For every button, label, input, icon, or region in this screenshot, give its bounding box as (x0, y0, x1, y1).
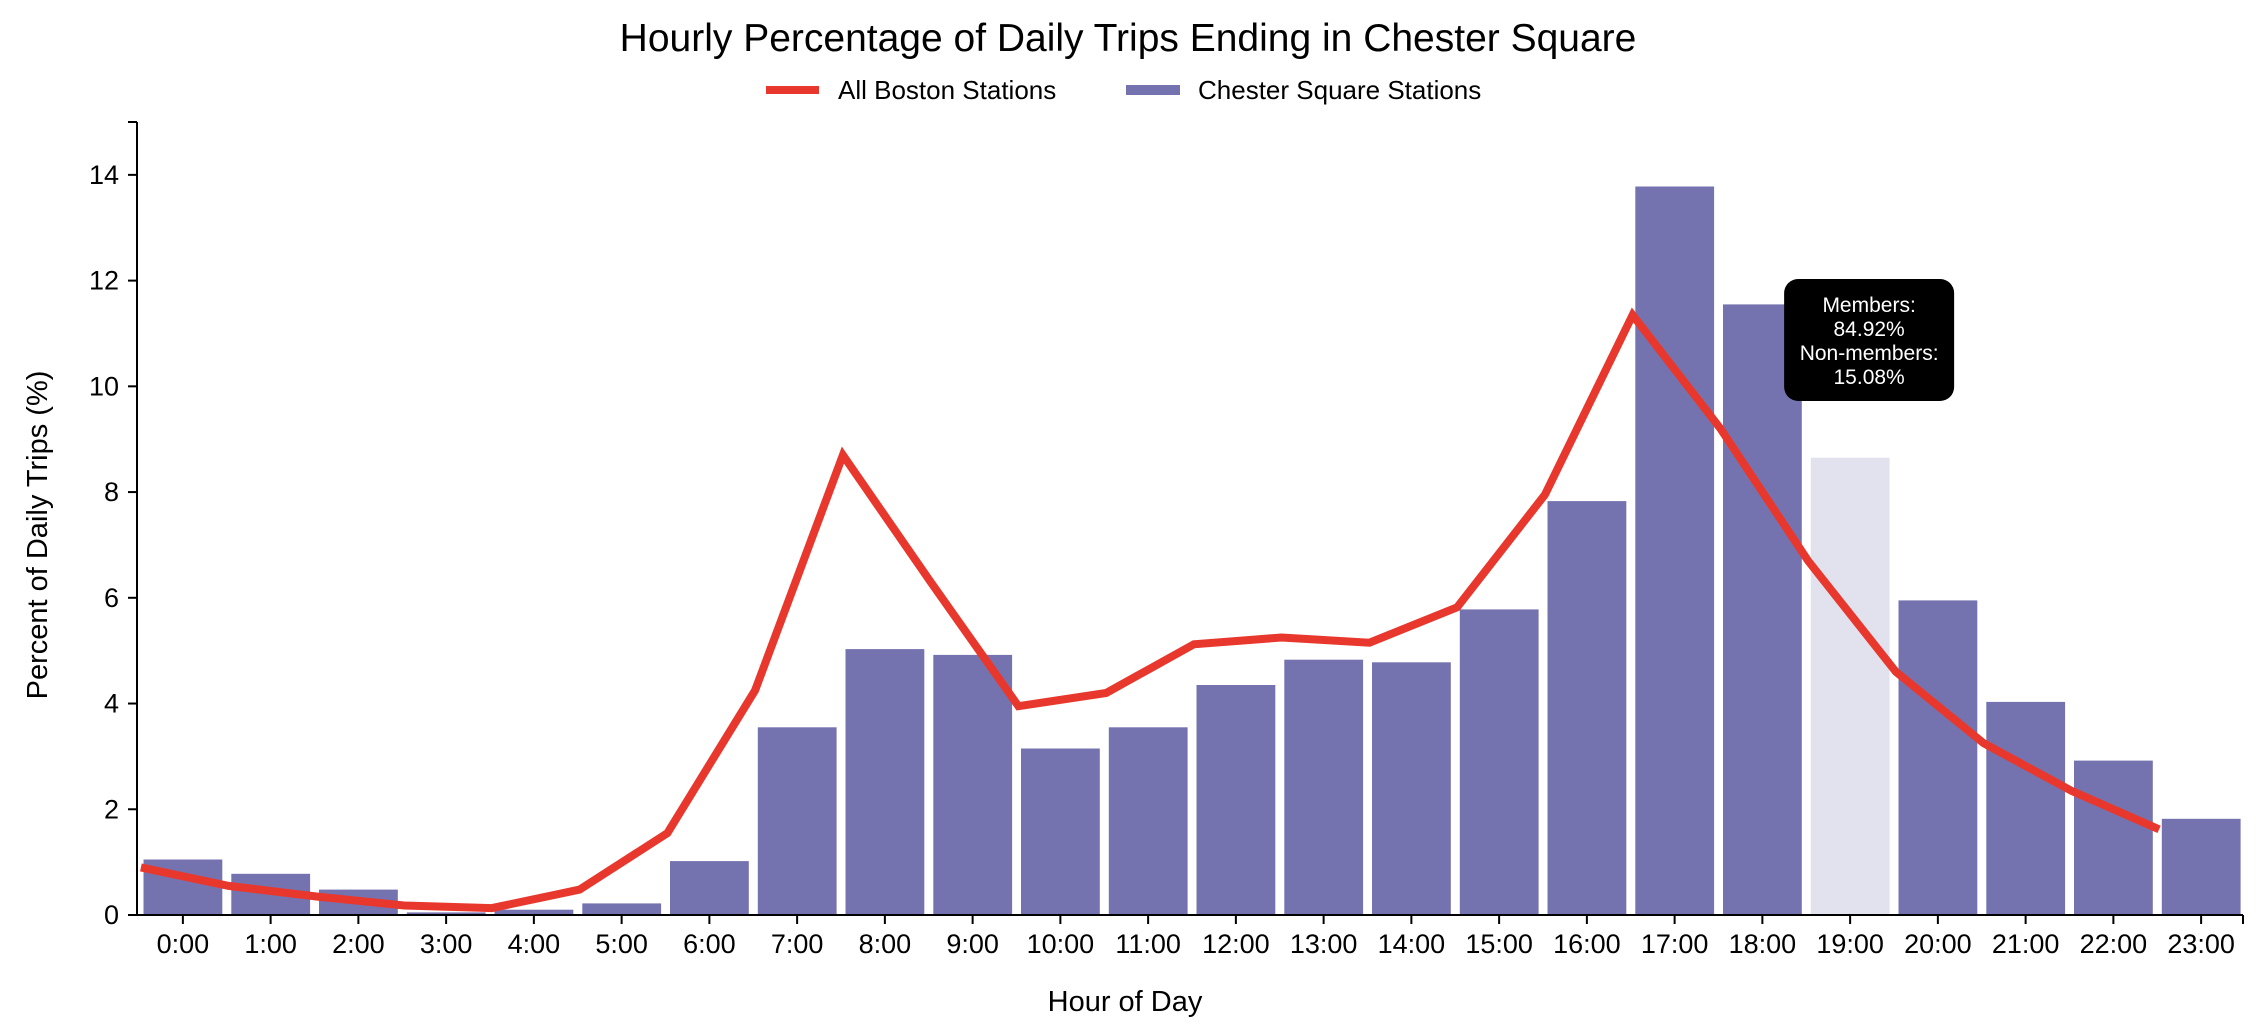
bar-5:00 (582, 903, 662, 915)
x-tick-label-0:00: 0:00 (157, 929, 210, 959)
x-tick-label-1:00: 1:00 (244, 929, 297, 959)
x-tick-label-23:00: 23:00 (2167, 929, 2235, 959)
x-tick-label-21:00: 21:00 (1992, 929, 2060, 959)
legend-label-line: All Boston Stations (838, 75, 1056, 105)
y-tick-label-4: 4 (104, 689, 119, 719)
tooltip-box (1784, 279, 1955, 401)
y-tick-label-8: 8 (104, 477, 119, 507)
x-tick-label-7:00: 7:00 (771, 929, 824, 959)
y-tick-label-10: 10 (89, 371, 119, 401)
x-tick-label-15:00: 15:00 (1465, 929, 1533, 959)
bar-14:00 (1372, 662, 1451, 915)
legend: All Boston Stations Chester Square Stati… (766, 75, 1481, 105)
bar-16:00 (1547, 501, 1627, 915)
bar-7:00 (757, 727, 837, 915)
bar-23:00 (2161, 818, 2241, 915)
x-tick-label-18:00: 18:00 (1729, 929, 1797, 959)
x-tick-label-3:00: 3:00 (420, 929, 473, 959)
y-axis-title: Percent of Daily Trips (%) (22, 371, 54, 700)
bar-20:00 (1898, 600, 1978, 915)
bar-22:00 (2074, 760, 2153, 915)
bar-18:00 (1723, 304, 1802, 915)
bar-19:00 (1810, 457, 1890, 915)
x-tick-label-12:00: 12:00 (1202, 929, 1270, 959)
chart-title: Hourly Percentage of Daily Trips Ending … (620, 17, 1637, 60)
bar-11:00 (1108, 727, 1188, 915)
bar-8:00 (845, 649, 925, 915)
x-tick-label-9:00: 9:00 (946, 929, 999, 959)
y-tick-label-14: 14 (89, 160, 119, 190)
y-tick-label-6: 6 (104, 583, 119, 613)
x-tick-label-10:00: 10:00 (1027, 929, 1095, 959)
bar-17:00 (1635, 186, 1715, 915)
y-tick-label-12: 12 (89, 266, 119, 296)
tooltip-line-1: Members: (1822, 294, 1915, 317)
legend-swatch-bar (1126, 85, 1180, 95)
bar-9:00 (933, 654, 1013, 915)
bar-3:00 (406, 912, 486, 915)
x-tick-label-19:00: 19:00 (1816, 929, 1884, 959)
series-line-all-boston-stations (140, 307, 2161, 913)
bar-21:00 (1986, 701, 2066, 915)
x-tick-label-20:00: 20:00 (1904, 929, 1972, 959)
bar-6:00 (670, 861, 749, 915)
bar-12:00 (1196, 685, 1276, 915)
x-tick-label-6:00: 6:00 (683, 929, 736, 959)
x-tick-label-17:00: 17:00 (1641, 929, 1709, 959)
x-tick-label-4:00: 4:00 (508, 929, 561, 959)
bar-10:00 (1021, 748, 1100, 915)
x-tick-label-22:00: 22:00 (2080, 929, 2148, 959)
x-axis-title: Hour of Day (1048, 986, 1203, 1018)
bar-15:00 (1459, 609, 1539, 915)
x-tick-label-8:00: 8:00 (859, 929, 912, 959)
x-tick-label-11:00: 11:00 (1115, 929, 1181, 959)
y-tick-label-0: 0 (104, 900, 119, 930)
tooltip-line-4: 15.08% (1834, 366, 1905, 389)
x-tick-label-16:00: 16:00 (1553, 929, 1621, 959)
tooltip-line-2: 84.92% (1834, 318, 1905, 341)
tooltip-line-3: Non-members: (1800, 342, 1939, 365)
legend-label-bar: Chester Square Stations (1198, 75, 1481, 105)
x-tick-label-14:00: 14:00 (1378, 929, 1446, 959)
x-tick-label-5:00: 5:00 (595, 929, 648, 959)
x-tick-label-2:00: 2:00 (332, 929, 385, 959)
bar-4:00 (494, 909, 574, 915)
plot-area: 0 2 4 6 8 10 12 14 0:00 1:00 2:00 3:00 4:00 5:00 6:00 7… (89, 121, 2244, 959)
x-tick-label-13:00: 13:00 (1290, 929, 1358, 959)
bar-13:00 (1284, 659, 1364, 915)
y-tick-label-2: 2 (104, 794, 119, 824)
